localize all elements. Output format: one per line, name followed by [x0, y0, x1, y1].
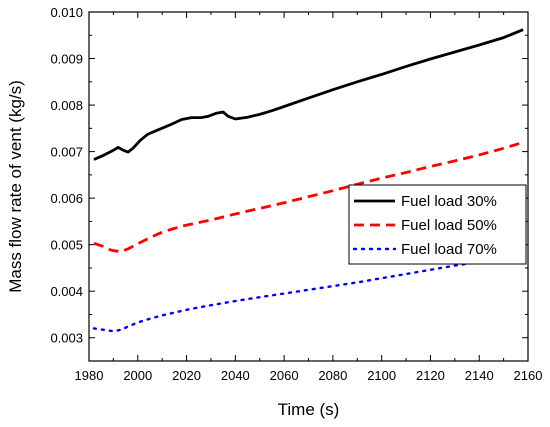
- series-line-1: [93, 140, 524, 254]
- x-tick-label: 2120: [416, 368, 445, 383]
- legend-label-fuel-load-50: Fuel load 50%: [401, 217, 497, 234]
- y-tick-label: 0.008: [50, 98, 83, 113]
- x-tick-label: 2140: [465, 368, 494, 383]
- x-tick-label: 2080: [318, 368, 347, 383]
- y-axis-title: Mass flow rate of vent (kg/s): [6, 80, 25, 293]
- y-tick-label: 0.004: [50, 284, 83, 299]
- y-tick-label: 0.007: [50, 145, 83, 160]
- y-axis: 0.003 0.004 0.005 0.006 0.007 0.008 0.009 0.010: [50, 5, 528, 362]
- y-tick-label: 0.006: [50, 191, 83, 206]
- x-tick-label: 2020: [172, 368, 201, 383]
- x-tick-label: 2040: [221, 368, 250, 383]
- x-tick-label: 2100: [367, 368, 396, 383]
- x-axis-title: Time (s): [278, 400, 340, 419]
- plot-frame: [88, 11, 529, 362]
- y-tick-label: 0.010: [50, 5, 83, 20]
- legend: Fuel load 30% Fuel load 50% Fuel load 70…: [348, 184, 527, 265]
- y-tick-label: 0.003: [50, 331, 83, 346]
- series-line-0: [93, 28, 524, 161]
- x-tick-label: 2000: [123, 368, 152, 383]
- legend-label-fuel-load-70: Fuel load 70%: [401, 241, 497, 258]
- y-tick-label: 0.005: [50, 238, 83, 253]
- series-line-2: [92, 253, 525, 333]
- legend-label-fuel-load-30: Fuel load 30%: [401, 193, 497, 210]
- plot-series: [92, 28, 525, 333]
- x-tick-label: 2160: [514, 368, 543, 383]
- y-tick-label: 0.009: [50, 52, 83, 67]
- x-tick-label: 1980: [75, 368, 104, 383]
- x-tick-label: 2060: [270, 368, 299, 383]
- x-axis: 1980 2000 2020 2040 2060 2080 2100 2120 2140 2160: [75, 12, 543, 383]
